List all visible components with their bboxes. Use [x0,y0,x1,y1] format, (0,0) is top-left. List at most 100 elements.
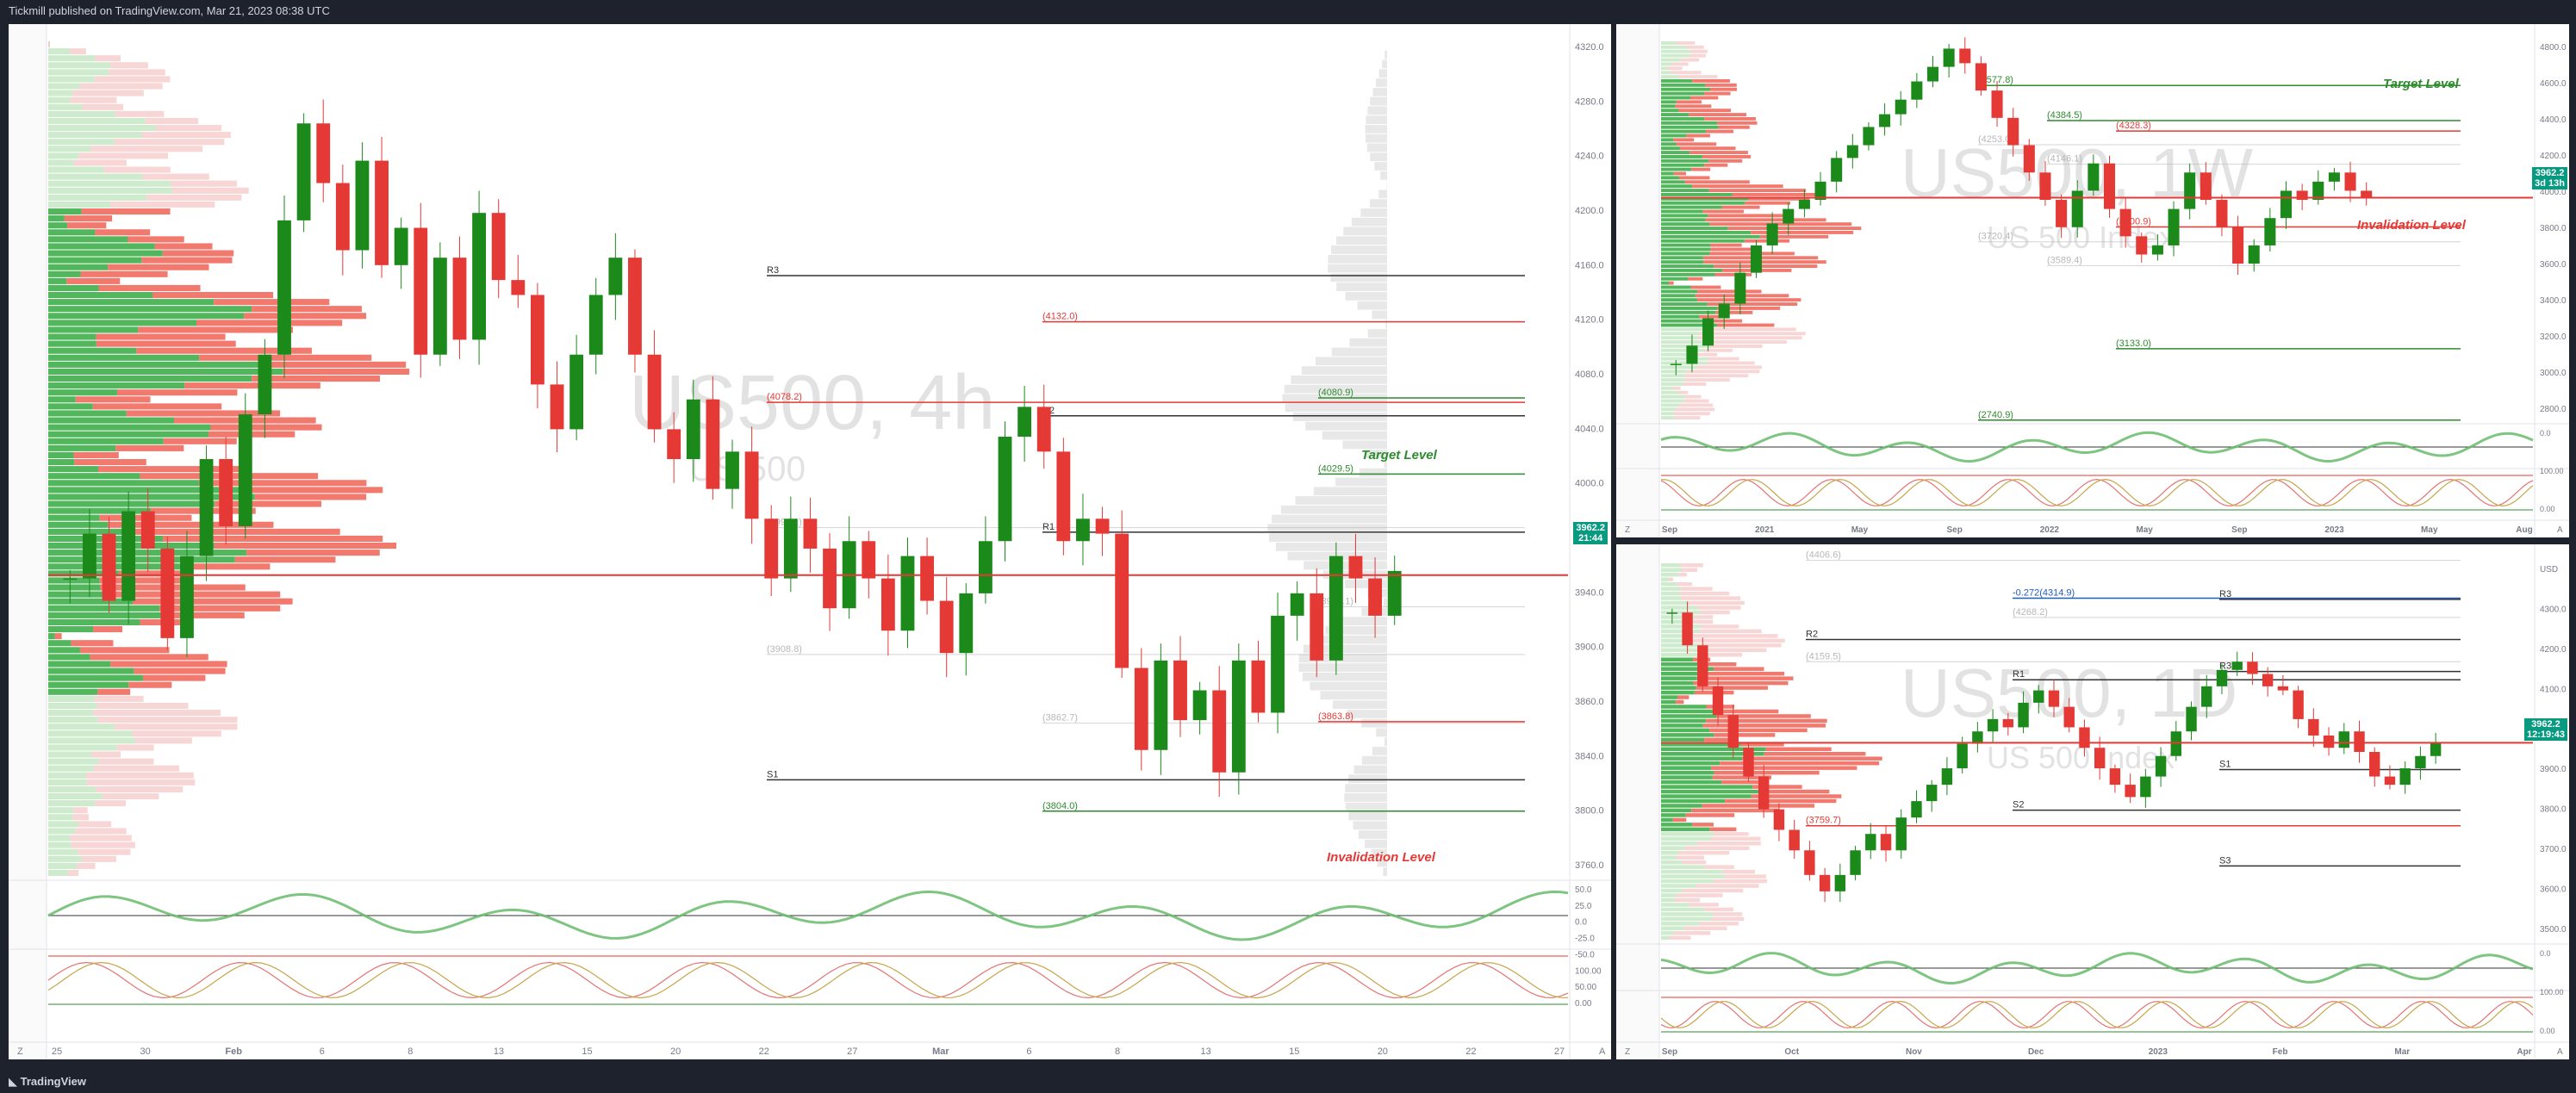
volume-profile-up-bar [48,612,166,618]
volume-profile-down-bar [1688,276,1703,281]
volume-profile-up-bar [48,194,147,201]
volume-profile-down-bar [1695,615,1714,619]
volume-profile-down-bar [1712,775,1772,779]
volume-profile-up-bar [1661,390,1679,394]
volume-profile-down-bar [74,459,146,466]
price-tick-label: 2800.0 [2540,405,2567,414]
volume-profile-up-bar [1661,285,1691,289]
candle-body [472,213,486,340]
volume-profile-down-bar [71,841,135,848]
volume-profile-up-bar [1661,163,1705,167]
candle-body [1290,593,1304,616]
volume-profile-down-bar [94,695,144,702]
volume-profile-up-bar [48,313,245,320]
session-profile-bar [1361,755,1387,765]
volume-profile-down-bar [1708,653,1743,657]
volume-profile-down-bar [67,222,107,229]
volume-profile-up-bar [1661,58,1681,62]
volume-profile-down-bar [1681,596,1741,600]
volume-profile-up-bar [48,459,75,466]
candle-body [2415,755,2426,769]
volume-profile-down-bar [244,313,367,320]
session-profile-bar [1369,199,1387,208]
volume-profile-down-bar [96,340,236,347]
chart-panel-1w[interactable]: US500, 1W US 500 Index (4577.8) (4384.5) (43… [1616,24,2569,537]
tradingview-logo[interactable]: ◣ TradingView [9,1071,86,1093]
volume-profile-down-bar [1699,922,1739,926]
session-profile-bar [1284,384,1387,394]
price-level-label: (4080.9) [1318,388,1353,398]
volume-profile-down-bar [1699,332,1806,336]
session-profile-bar [1295,496,1387,505]
volume-profile-up-bar [48,507,152,514]
volume-profile-up-bar [48,103,83,110]
volume-profile-up-bar [48,577,100,584]
oscillator-tick-label: 100.00 [1575,966,1602,976]
volume-profile-up-bar [48,451,74,458]
candle-body [2184,172,2196,209]
volume-profile-up-bar [48,215,65,222]
price-tick-label: 4800.0 [2540,43,2567,53]
candle-body [2264,218,2276,245]
volume-profile-down-bar [1705,218,1826,222]
price-level-label: (4159.5) [1806,651,1841,661]
volume-profile-up-bar [48,702,97,709]
volume-profile-up-bar [48,69,109,76]
last-price-badge: 3962.2 12:19:43 [2523,718,2567,741]
volume-profile-up-bar [1661,407,1676,412]
volume-profile-down-bar [79,647,170,654]
volume-profile-up-bar [1661,260,1704,264]
candle-body [2033,690,2044,703]
volume-profile-up-bar [48,55,96,62]
volume-profile-down-bar [1683,888,1744,893]
volume-profile-up-bar [1661,813,1686,817]
volume-profile-down-bar [98,284,201,291]
session-profile-bar [1348,811,1387,821]
price-level-label: (4384.5) [2047,110,2082,121]
volume-profile-down-bar [48,41,50,48]
volume-profile-down-bar [1740,742,1784,747]
price-tick-label: 4300.0 [2540,605,2567,614]
price-tick-label: 3200.0 [2540,332,2567,342]
chart-panel-1d[interactable]: US500, 1D US 500 Index (4406.6) -0.272(4314… [1616,544,2569,1059]
chart-4h-svg[interactable]: US500, 4hUS 500R3(4132.0)(4080.9)(4078.2… [9,24,1611,1059]
candle-body [1831,158,1843,182]
volume-profile-up-bar [1661,394,1686,399]
volume-profile-up-bar [1661,276,1689,281]
volume-profile-down-bar [1708,661,1737,667]
volume-profile-down-bar [1702,155,1752,158]
volume-profile-up-bar [1661,323,1717,327]
volume-profile-up-bar [1661,109,1679,113]
volume-profile-up-bar [1661,836,1711,841]
volume-profile-up-bar [1661,591,1680,596]
time-tick-label: 13 [494,1046,504,1057]
candle-body [1095,519,1110,534]
volume-profile-down-bar [1690,49,1708,53]
candle-body [102,533,116,601]
volume-profile-down-bar [1710,836,1761,841]
volume-profile-up-bar [48,654,90,661]
chart-panel-4h[interactable]: US500, 4hUS 500R3(4132.0)(4080.9)(4078.2… [9,24,1611,1059]
session-profile-bar [1304,561,1387,570]
volume-profile-up-bar [1661,129,1707,134]
price-tick-label: 3700.0 [2540,845,2567,854]
volume-profile-up-bar [1661,386,1673,390]
volume-profile-up-bar [48,180,171,187]
price-tick-label: 3840.0 [1575,751,1604,761]
candle-body [1846,145,1858,158]
volume-profile-up-bar [1661,737,1705,742]
candle-body [2280,190,2293,219]
price-level-label: R3 [2219,661,2231,672]
volume-profile-down-bar [159,605,281,612]
candle-body [1368,578,1382,616]
volume-profile-down-bar [126,410,281,417]
volume-profile-down-bar [1696,365,1762,370]
candle-body [1814,181,1826,201]
candle-body [1750,245,1763,273]
stochastic-line [1660,478,2534,507]
session-profile-bar [1267,524,1387,533]
volume-profile-up-bar [1661,247,1711,252]
volume-profile-down-bar [93,710,221,717]
